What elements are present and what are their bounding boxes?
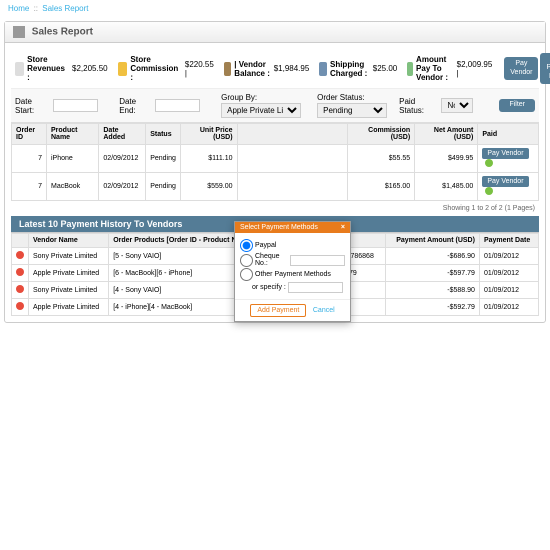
delete-icon[interactable] — [16, 268, 24, 276]
payment-method-modal: Select Payment Methods × Paypal Cheque N… — [234, 221, 351, 322]
breadcrumb-sep: :: — [34, 4, 38, 13]
status-dot-icon — [485, 159, 493, 167]
disk-icon — [15, 62, 24, 76]
cheque-label: Cheque No.: — [255, 253, 288, 267]
hcol-vendor: Vendor Name — [29, 234, 109, 248]
col-price: Unit Price (USD) — [180, 124, 237, 145]
paid-status-label: Paid Status: — [399, 97, 435, 115]
lock-icon — [118, 62, 128, 76]
col-status: Status — [146, 124, 181, 145]
page-link[interactable]: Sales Report — [42, 4, 88, 13]
home-link[interactable]: Home — [8, 4, 29, 13]
stat-balance: | Vendor Balance : $1,984.95 — [224, 60, 310, 78]
stats-row: Store Revenues : $2,205.50 Store Commiss… — [11, 49, 539, 89]
modal-body: Paypal Cheque No.: Other Payment Methods… — [235, 233, 350, 299]
col-order-id: Order ID — [12, 124, 47, 145]
add-payment-record-button[interactable]: Add Payment Record — [540, 53, 550, 84]
status-dot-icon — [485, 187, 493, 195]
table-row: 7 MacBook 02/09/2012 Pending $559.00 $16… — [12, 173, 539, 201]
table-row: 7 iPhone 02/09/2012 Pending $111.10 $55.… — [12, 145, 539, 173]
stat-commission: Store Commission : $220.55 | — [118, 55, 214, 82]
paid-status-select[interactable]: No — [441, 98, 473, 113]
orders-table: Order ID Product Name Date Added Status … — [11, 123, 539, 201]
cheque-radio[interactable] — [240, 254, 253, 267]
other-radio[interactable] — [240, 268, 253, 281]
order-status-select[interactable]: Pending — [317, 103, 387, 118]
pay-vendor-row-button[interactable]: Pay Vendor — [482, 176, 528, 187]
paypal-label: Paypal — [255, 242, 276, 249]
add-payment-button[interactable]: Add Payment — [250, 304, 306, 317]
report-icon — [13, 26, 25, 38]
col-blank — [237, 124, 347, 145]
breadcrumb: Home :: Sales Report — [0, 0, 550, 17]
hcol-amount: Payment Amount (USD) — [386, 234, 480, 248]
cheque-input[interactable] — [290, 255, 345, 266]
heading-text: Sales Report — [32, 27, 93, 38]
delete-icon[interactable] — [16, 302, 24, 310]
date-end-input[interactable] — [155, 99, 200, 112]
orders-header-row: Order ID Product Name Date Added Status … — [12, 124, 539, 145]
col-commission: Commission (USD) — [347, 124, 415, 145]
group-by-select[interactable]: Apple Private Limited — [221, 103, 301, 118]
col-product: Product Name — [47, 124, 99, 145]
specify-input[interactable] — [288, 282, 343, 293]
order-status-label: Order Status: — [317, 93, 387, 102]
delete-icon[interactable] — [16, 285, 24, 293]
date-start-label: Date Start: — [15, 97, 47, 115]
page-title: Sales Report — [5, 22, 545, 43]
specify-label: or specify : — [252, 284, 286, 291]
folder-icon — [224, 62, 232, 76]
money-icon — [407, 62, 413, 76]
col-net: Net Amount (USD) — [415, 124, 478, 145]
filter-row: Date Start: Date End: Group By: Apple Pr… — [11, 89, 539, 123]
other-label: Other Payment Methods — [255, 271, 331, 278]
modal-footer: Add Payment Cancel — [235, 299, 350, 321]
pagination: Showing 1 to 2 of 2 (1 Pages) — [11, 201, 539, 216]
col-date: Date Added — [99, 124, 146, 145]
paypal-radio[interactable] — [240, 239, 253, 252]
hcol-date: Payment Date — [479, 234, 538, 248]
col-paid: Paid — [478, 124, 539, 145]
hcol-action — [12, 234, 29, 248]
date-end-label: Date End: — [119, 97, 149, 115]
stat-revenue: Store Revenues : $2,205.50 — [15, 55, 108, 82]
stat-shipping: Shipping Charged : $25.00 — [319, 60, 397, 78]
filter-button[interactable]: Filter — [499, 99, 535, 111]
truck-icon — [319, 62, 327, 76]
close-icon[interactable]: × — [341, 224, 345, 231]
pay-vendor-button[interactable]: Pay Vendor — [504, 57, 538, 80]
group-by-label: Group By: — [221, 93, 301, 102]
date-start-input[interactable] — [53, 99, 98, 112]
modal-header: Select Payment Methods × — [235, 222, 350, 233]
delete-icon[interactable] — [16, 251, 24, 259]
cancel-button[interactable]: Cancel — [313, 307, 335, 314]
pay-vendor-row-button[interactable]: Pay Vendor — [482, 148, 528, 159]
modal-title: Select Payment Methods — [240, 224, 318, 231]
stat-amount: Amount Pay To Vendor : $2,009.95 | — [407, 55, 492, 82]
